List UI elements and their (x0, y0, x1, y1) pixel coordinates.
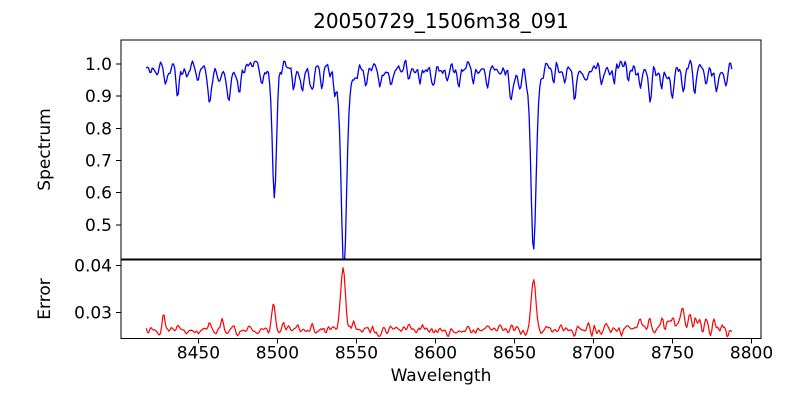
error-y-tick-label-0.04: 0.04 (74, 257, 112, 277)
spectrum-y-tick-label-1.0: 1.0 (85, 55, 112, 75)
spectrum-y-tick-label-0.9: 0.9 (85, 87, 112, 107)
error-y-tick-label-0.03: 0.03 (74, 303, 112, 323)
spectrum-y-tick-label-0.5: 0.5 (85, 216, 112, 236)
spectrum-y-tick-label-0.7: 0.7 (85, 152, 112, 172)
error-y-axis-label: Error (35, 278, 55, 319)
curves-layer (145, 59, 733, 338)
spectrum-y-axis-label: Spectrum (35, 108, 55, 190)
x-tick-label-8500: 8500 (256, 344, 299, 364)
x-tick-label-8800: 8800 (730, 344, 773, 364)
error-line (145, 267, 733, 338)
axes-layer: 8450 8500 8550 8600 8650 8700 8750 8800 1.0 0.9 0.… (74, 39, 773, 364)
x-tick-label-8550: 8550 (335, 344, 378, 364)
chart-title: 20050729_1506m38_091 (313, 9, 569, 33)
x-tick-label-8750: 8750 (651, 344, 694, 364)
spectrum-panel-border (120, 39, 762, 260)
error-panel-border (120, 259, 762, 339)
x-tick-label-8700: 8700 (572, 344, 615, 364)
spectrum-y-tick-label-0.8: 0.8 (85, 119, 112, 139)
x-tick-label-8600: 8600 (414, 344, 457, 364)
x-tick-label-8650: 8650 (493, 344, 536, 364)
spectrum-line (145, 59, 733, 259)
x-tick-label-8450: 8450 (177, 344, 220, 364)
x-axis-label: Wavelength (391, 366, 492, 386)
spectrum-y-tick-label-0.6: 0.6 (85, 184, 112, 204)
